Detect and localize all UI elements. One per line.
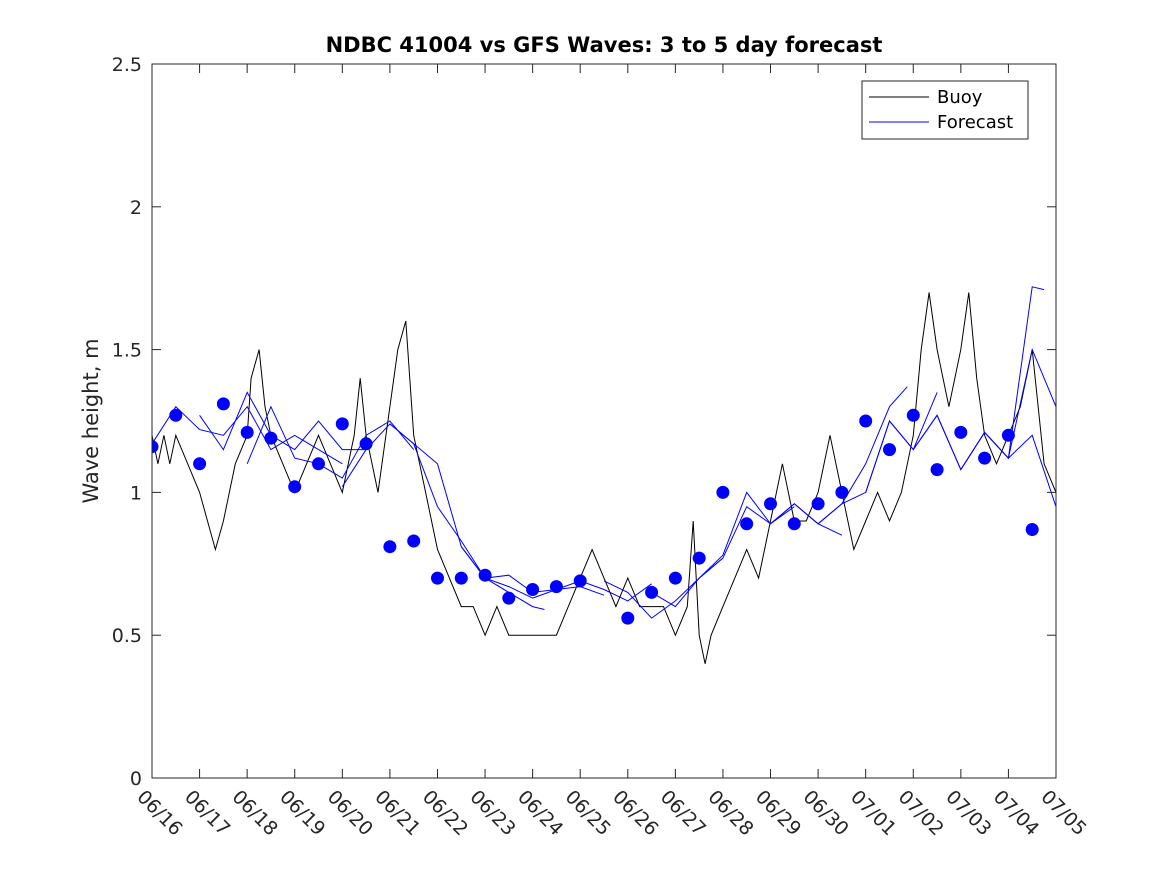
y-tick-label-5: 2.5 [112, 54, 142, 76]
plot-frame [151, 63, 1057, 779]
y-tick-label-2: 1 [130, 482, 142, 504]
forecast-marker-20 [645, 585, 659, 599]
forecast-marker-19 [621, 611, 635, 625]
forecast-marker-34 [978, 451, 992, 465]
forecast-marker-25 [764, 497, 777, 511]
forecast-marker-14 [478, 568, 492, 582]
forecast-marker-8 [335, 417, 349, 431]
forecast-marker-10 [383, 540, 397, 554]
forecast-marker-13 [454, 571, 468, 585]
legend-box [861, 80, 1029, 140]
forecast-marker-3 [216, 397, 230, 411]
forecast-marker-33 [954, 425, 968, 439]
forecast-marker-7 [312, 457, 325, 471]
chart-title: NDBC 41004 vs GFS Waves: 3 to 5 day fore… [326, 33, 883, 57]
forecast-marker-11 [407, 534, 421, 548]
forecast-marker-1 [169, 408, 183, 422]
y-tick-label-1: 0.5 [112, 625, 142, 647]
plot-area [152, 286, 1056, 664]
forecast-marker-12 [431, 571, 444, 585]
forecast-run-line-4 [389, 423, 533, 599]
forecast-marker-26 [787, 517, 801, 531]
forecast-marker-22 [692, 551, 706, 565]
forecast-marker-30 [883, 443, 896, 457]
forecast-marker-28 [835, 485, 849, 499]
y-tick-label-0: 0 [130, 768, 142, 790]
forecast-marker-6 [288, 480, 302, 494]
legend-label-buoy: Buoy [937, 87, 983, 108]
forecast-marker-4 [240, 425, 254, 439]
forecast-marker-36 [1025, 523, 1039, 536]
buoy-series-line [152, 292, 1056, 664]
forecast-marker-23 [716, 485, 730, 499]
forecast-marker-2 [193, 457, 207, 471]
forecast-marker-9 [359, 437, 373, 451]
forecast-run-line-2 [246, 405, 415, 479]
forecast-marker-27 [811, 497, 825, 511]
legend: Buoy Forecast [861, 80, 1029, 140]
forecast-marker-5 [264, 431, 278, 445]
forecast-marker-17 [549, 580, 563, 594]
forecast-marker-21 [668, 571, 682, 585]
forecast-run-line-0 [152, 405, 343, 465]
y-tick-label-4: 2 [130, 197, 142, 219]
y-axis-label: Wave height, m [79, 338, 103, 503]
y-tick-label-3: 1.5 [112, 340, 142, 362]
forecast-marker-29 [859, 414, 873, 428]
forecast-run-line-1 [199, 391, 367, 451]
forecast-run-line-6 [485, 574, 605, 596]
forecast-marker-31 [906, 408, 920, 422]
forecast-marker-24 [740, 517, 754, 531]
forecast-marker-32 [930, 463, 944, 477]
forecast-marker-0 [152, 440, 159, 454]
y-axis: 0 0.5 1 1.5 2 2.5 [112, 54, 1056, 790]
forecast-marker-15 [502, 591, 516, 605]
forecast-marker-16 [526, 583, 540, 596]
forecast-marker-35 [1001, 428, 1015, 442]
forecast-marker-18 [573, 574, 587, 588]
forecast-run-line-15 [960, 431, 1056, 508]
legend-label-forecast: Forecast [937, 112, 1013, 133]
